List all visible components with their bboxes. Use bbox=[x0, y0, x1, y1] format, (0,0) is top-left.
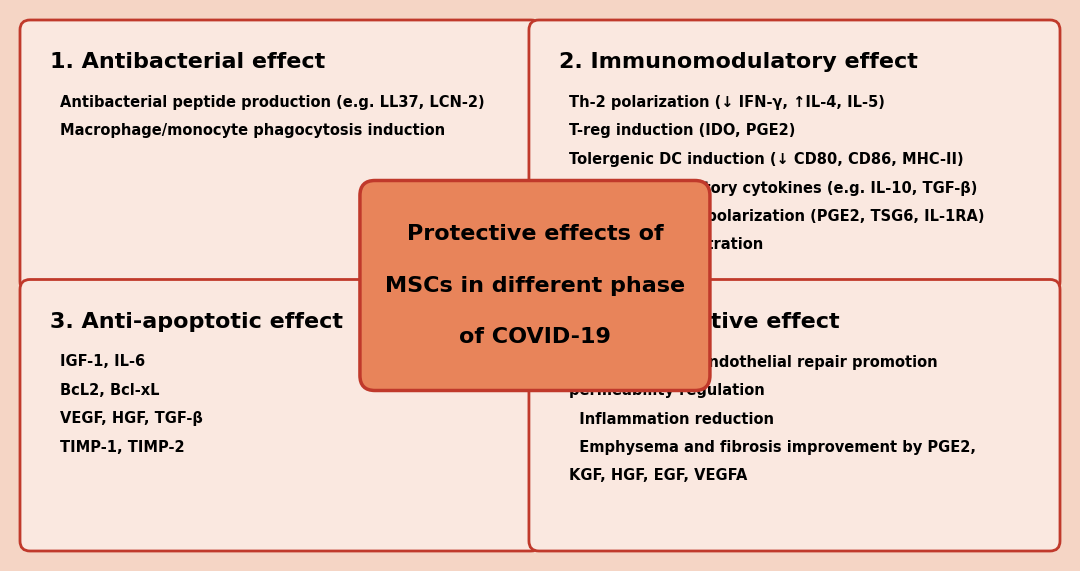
Text: IGF-1, IL-6: IGF-1, IL-6 bbox=[60, 355, 145, 369]
Text: Macrophage/monocyte phagocytosis induction: Macrophage/monocyte phagocytosis inducti… bbox=[60, 123, 445, 139]
Text: Emphysema and fibrosis improvement by PGE2,: Emphysema and fibrosis improvement by PG… bbox=[569, 440, 976, 455]
Text: Inflammation reduction: Inflammation reduction bbox=[569, 412, 774, 427]
FancyBboxPatch shape bbox=[360, 180, 710, 391]
Text: 4. Regenerative effect: 4. Regenerative effect bbox=[559, 312, 839, 332]
Text: of COVID-19: of COVID-19 bbox=[459, 327, 611, 347]
FancyBboxPatch shape bbox=[21, 279, 541, 551]
Text: Th-2 polarization (↓ IFN-γ, ↑IL-4, IL-5): Th-2 polarization (↓ IFN-γ, ↑IL-4, IL-5) bbox=[569, 95, 885, 110]
Text: permeability regulation: permeability regulation bbox=[569, 383, 765, 398]
Text: MSCs in different phase: MSCs in different phase bbox=[384, 275, 685, 296]
Text: Antibacterial peptide production (e.g. LL37, LCN-2): Antibacterial peptide production (e.g. L… bbox=[60, 95, 485, 110]
Text: M2 macrophage polarization (PGE2, TSG6, IL-1RA): M2 macrophage polarization (PGE2, TSG6, … bbox=[569, 209, 985, 224]
Text: BcL2, Bcl-xL: BcL2, Bcl-xL bbox=[60, 383, 160, 398]
Text: 3. Anti-apoptotic effect: 3. Anti-apoptotic effect bbox=[50, 312, 343, 332]
FancyBboxPatch shape bbox=[529, 279, 1059, 551]
Text: T-reg induction (IDO, PGE2): T-reg induction (IDO, PGE2) bbox=[569, 123, 795, 139]
Text: KGF, HGF, EGF, VEGFA: KGF, HGF, EGF, VEGFA bbox=[569, 468, 747, 484]
Text: Tolergenic DC induction (↓ CD80, CD86, MHC-II): Tolergenic DC induction (↓ CD80, CD86, M… bbox=[569, 152, 963, 167]
Text: TIMP-1, TIMP-2: TIMP-1, TIMP-2 bbox=[60, 440, 185, 455]
Text: 2. Immunomodulatory effect: 2. Immunomodulatory effect bbox=[559, 52, 918, 72]
Text: ↑ Anti-inflammatory cytokines (e.g. IL-10, TGF-β): ↑ Anti-inflammatory cytokines (e.g. IL-1… bbox=[569, 180, 977, 195]
Text: VEGF, HGF, TGF-β: VEGF, HGF, TGF-β bbox=[60, 412, 203, 427]
Text: 1. Antibacterial effect: 1. Antibacterial effect bbox=[50, 52, 325, 72]
Text: Protective effects of: Protective effects of bbox=[407, 224, 663, 244]
FancyBboxPatch shape bbox=[21, 20, 541, 292]
FancyBboxPatch shape bbox=[529, 20, 1059, 292]
Text: Epithelial and endothelial repair promotion: Epithelial and endothelial repair promot… bbox=[569, 355, 937, 369]
Text: ↓Neutrophil infiltration: ↓Neutrophil infiltration bbox=[569, 238, 764, 252]
